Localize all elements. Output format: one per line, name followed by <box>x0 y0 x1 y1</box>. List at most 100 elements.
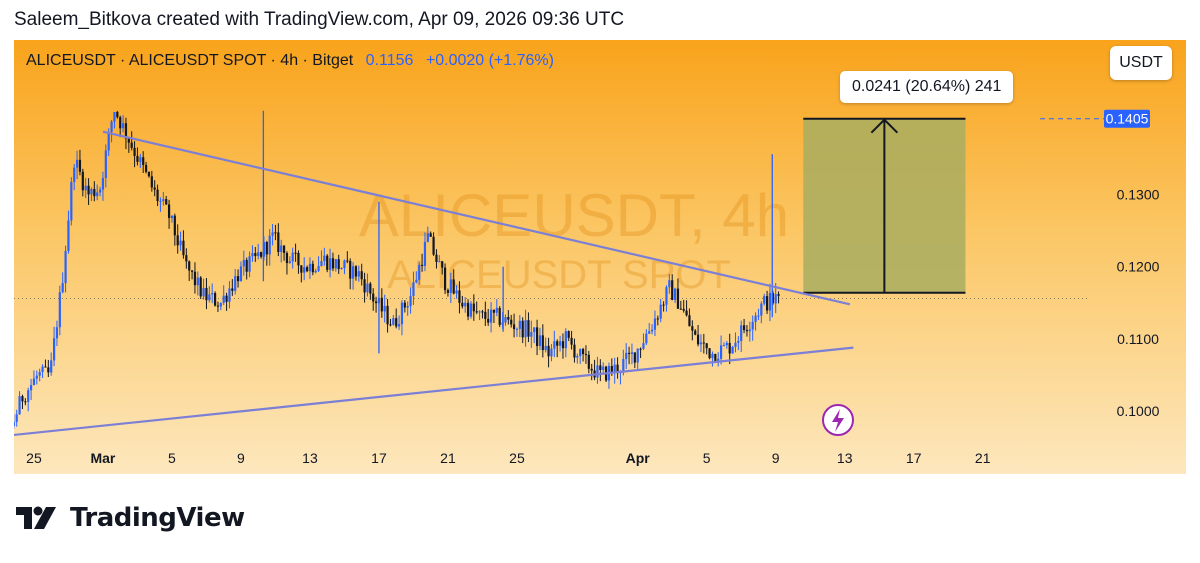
candle-body <box>386 305 389 325</box>
lightning-icon[interactable] <box>822 404 854 436</box>
time-axis[interactable]: 2125Mar5913172125Apr59131721 <box>14 450 991 466</box>
candle-body <box>213 293 217 306</box>
measure-tool[interactable] <box>803 117 966 294</box>
chart-panel[interactable]: ALICEUSDT, 4h ALICEUSDT SPOT 0.1000 0.110… <box>14 40 1186 474</box>
candle-body <box>317 265 320 271</box>
candle-body <box>656 318 659 320</box>
candle-body <box>234 276 237 291</box>
candle-body <box>254 253 257 257</box>
trendlines-layer[interactable] <box>14 130 854 437</box>
candle-body <box>363 279 366 293</box>
price-axis[interactable]: 0.1000 0.1100 0.1200 0.1300 0.1405 <box>1040 109 1160 419</box>
candle-body <box>573 344 576 358</box>
candle-body <box>383 305 386 312</box>
candle-body <box>610 365 613 373</box>
candle-body <box>412 282 415 297</box>
price-tick-label: 0.1100 <box>1117 331 1159 347</box>
candle-body <box>627 352 631 354</box>
candle-body <box>403 302 406 308</box>
candle-body <box>702 342 705 344</box>
candle-body <box>757 315 760 317</box>
candle-body <box>728 342 731 354</box>
time-tick-label: 13 <box>837 450 853 466</box>
candle-body <box>190 270 194 272</box>
candle-body <box>633 352 636 363</box>
candle-body <box>130 142 133 148</box>
candle-body <box>225 295 228 302</box>
candle-body <box>547 345 550 357</box>
candle-body <box>622 358 625 371</box>
candle-body <box>98 189 102 193</box>
chart-canvas[interactable]: ALICEUSDT, 4h ALICEUSDT SPOT 0.1000 0.110… <box>14 40 1186 474</box>
candle-body <box>366 283 369 293</box>
candle-body <box>52 338 56 361</box>
candle-body <box>27 390 30 403</box>
candle-body <box>162 199 165 201</box>
candle-body <box>691 326 694 331</box>
candle-body <box>581 349 585 355</box>
candle-body <box>561 341 565 349</box>
candle-body <box>648 331 651 334</box>
candle-body <box>323 255 326 262</box>
candle-body <box>288 261 291 264</box>
candle-body <box>32 378 36 386</box>
candle-body <box>113 111 116 122</box>
candle-body <box>423 241 427 266</box>
candle-body <box>47 367 50 373</box>
candle-body <box>484 311 487 319</box>
candle-body <box>328 258 332 270</box>
candle-body <box>685 310 688 316</box>
time-tick-label: Apr <box>626 450 651 466</box>
candle-body <box>708 348 711 359</box>
candle-body <box>472 303 475 312</box>
watermark-title: ALICEUSDT, 4h <box>359 182 789 249</box>
candle-body <box>78 159 82 172</box>
candle-body <box>688 315 691 327</box>
candle-body <box>717 358 720 362</box>
candle-body <box>101 177 105 190</box>
candle-body <box>722 345 726 347</box>
measure-arrow-head <box>870 118 899 134</box>
candle-body <box>231 288 234 291</box>
candle-body <box>650 329 654 332</box>
candle-body <box>455 290 458 294</box>
candle-body <box>492 309 496 313</box>
candle-body <box>150 176 153 188</box>
candle-body <box>211 293 214 295</box>
tradingview-logo[interactable]: TradingView <box>16 503 245 533</box>
trendline-lower[interactable] <box>14 346 854 437</box>
candle-body <box>320 261 323 266</box>
time-tick-label: 25 <box>509 450 525 466</box>
candle-body <box>248 256 251 272</box>
candle-body <box>303 267 306 273</box>
candle-body <box>659 304 662 319</box>
candle-body <box>400 302 404 325</box>
candle-body <box>144 164 148 172</box>
candle-body <box>277 232 280 252</box>
candle-body <box>24 401 27 403</box>
candle-body <box>308 263 312 272</box>
candle-body <box>147 171 151 177</box>
candle-body <box>587 354 590 369</box>
candle-body <box>389 324 392 326</box>
candle-body <box>553 341 556 349</box>
price-tag-box <box>1104 109 1150 128</box>
candle-body <box>245 259 248 272</box>
trendline-upper[interactable] <box>102 130 851 306</box>
candle-body <box>711 353 714 359</box>
candle-body <box>311 263 314 273</box>
candle-body <box>343 260 346 269</box>
logo-text: TradingView <box>70 503 245 533</box>
candle-body <box>314 270 317 273</box>
lightning-icon-bolt <box>832 409 844 432</box>
candle-body <box>458 290 461 303</box>
candle-body <box>533 327 536 333</box>
candle-body <box>705 343 708 349</box>
currency-button[interactable]: USDT <box>1110 46 1172 80</box>
candle-body <box>734 342 737 347</box>
candle-body <box>96 192 99 197</box>
candle-body <box>544 345 547 351</box>
candle-body <box>579 349 582 356</box>
candle-body <box>550 348 553 357</box>
candle-body <box>242 259 245 267</box>
